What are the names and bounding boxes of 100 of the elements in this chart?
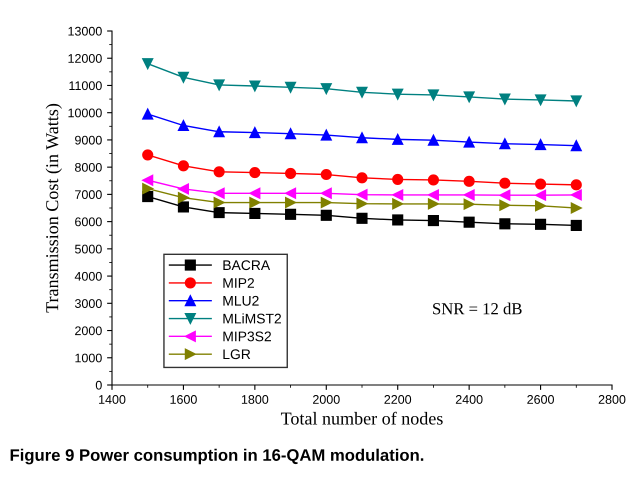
point [285, 168, 296, 179]
point [499, 178, 510, 189]
point [570, 220, 582, 231]
legend-label: BACRA [223, 260, 270, 270]
point [464, 189, 475, 200]
x-tick-label: 1800 [242, 395, 268, 404]
legend-label: MIP2 [223, 278, 254, 288]
x-tick-label: 2000 [313, 395, 340, 404]
point [320, 197, 332, 208]
point [499, 200, 510, 211]
x-axis-title: Total number of nodes [280, 412, 443, 425]
point [178, 120, 189, 132]
point [464, 91, 475, 102]
point [249, 197, 260, 208]
point [428, 174, 439, 186]
point [464, 216, 475, 228]
y-tick-label: 3000 [74, 299, 102, 308]
point [142, 191, 154, 202]
x-tick-label: 1600 [170, 395, 197, 404]
point [428, 198, 439, 210]
point [570, 202, 582, 214]
point [464, 198, 475, 210]
y-tick-label: 5000 [74, 244, 102, 254]
legend-label: MIP3S2 [223, 331, 271, 342]
x-tick-label: 1400 [99, 395, 126, 404]
point [499, 138, 510, 150]
point [570, 140, 582, 152]
y-tick-label: 8000 [75, 162, 102, 172]
point [428, 214, 439, 226]
point [570, 179, 582, 190]
x-tick-label: 2600 [527, 395, 554, 404]
point [178, 201, 189, 212]
point [285, 82, 296, 93]
annotation: SNR = 12 dB [433, 302, 522, 314]
point [392, 88, 404, 100]
point [142, 58, 154, 70]
y-tick-label: 10000 [68, 108, 102, 118]
point [392, 198, 404, 210]
point [499, 190, 510, 201]
point [214, 126, 225, 138]
point [570, 189, 582, 200]
y-tick-label: 6000 [75, 217, 102, 226]
point [464, 176, 475, 187]
legend-label: LGR [223, 349, 250, 360]
point [535, 138, 546, 150]
point [535, 218, 546, 230]
point [178, 72, 189, 83]
point [214, 197, 225, 208]
point [142, 183, 154, 194]
point [142, 108, 154, 120]
point [320, 83, 332, 94]
point [570, 95, 582, 107]
y-tick-label: 9000 [75, 136, 102, 145]
point [356, 212, 368, 224]
y-axis-title: Transmission Cost (in Watts) [46, 104, 62, 313]
point [356, 86, 368, 98]
point [464, 136, 475, 148]
point [285, 128, 296, 140]
point [249, 80, 260, 92]
point [178, 160, 189, 172]
legend-label: MLiMST2 [223, 313, 281, 324]
point [535, 200, 546, 212]
point [428, 134, 439, 146]
point [285, 208, 296, 220]
y-tick-label: 11000 [69, 81, 102, 90]
point [356, 189, 368, 200]
y-tick-label: 7000 [75, 190, 102, 200]
point [499, 94, 510, 105]
point [249, 167, 260, 178]
point [249, 208, 260, 219]
point [356, 198, 368, 210]
point [356, 172, 368, 184]
point [214, 207, 225, 218]
point [178, 183, 189, 194]
caption: Figure 9 Power consumption in 16-QAM modulation. [10, 448, 424, 464]
point [285, 188, 296, 199]
x-tick-label: 2200 [384, 395, 412, 404]
point [428, 89, 439, 101]
point [320, 188, 332, 199]
point [392, 174, 404, 185]
y-tick-label: 1000 [75, 354, 102, 362]
point [142, 174, 154, 186]
point [320, 168, 332, 180]
point [428, 189, 439, 200]
y-tick-label: 0 [96, 380, 102, 390]
point [142, 149, 154, 160]
y-tick-label: 2000 [75, 326, 102, 336]
point [535, 94, 546, 106]
point [392, 189, 404, 200]
y-tick-label: 13000 [68, 26, 102, 36]
x-tick-label: 2800 [598, 395, 626, 404]
point [214, 79, 225, 90]
point [285, 197, 296, 208]
point [178, 192, 189, 204]
point [320, 210, 332, 221]
point [249, 188, 260, 199]
y-tick-label: 12000 [68, 54, 102, 63]
point [392, 134, 404, 145]
point [320, 129, 332, 141]
legend-label: MLU2 [223, 296, 259, 306]
